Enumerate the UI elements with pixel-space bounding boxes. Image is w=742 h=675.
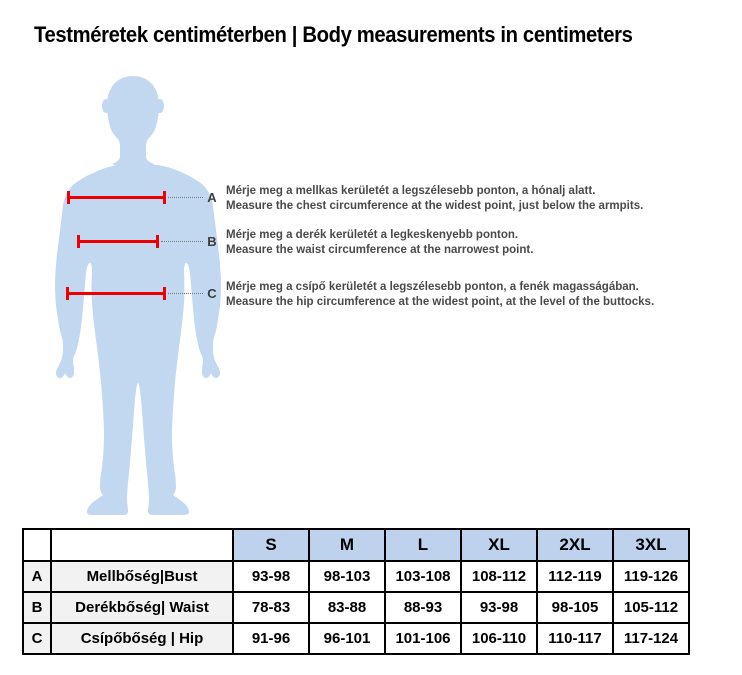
measure-text-b-hu: Mérje meg a derék kerületét a legkeskeny… (226, 229, 519, 241)
measure-line-c (68, 292, 165, 295)
row-letter-c: C (22, 622, 52, 655)
cell-waist-l: 88-93 (384, 591, 462, 624)
measure-text-c-hu: Mérje meg a csípő kerületét a legszélese… (226, 281, 639, 293)
cell-waist-xl: 93-98 (460, 591, 538, 624)
cell-bust-m: 98-103 (308, 560, 386, 593)
row-label-bust: Mellbőség|Bust (50, 560, 234, 593)
cell-hip-s: 91-96 (232, 622, 310, 655)
measure-text-c: Mérje meg a csípő kerületét a legszélese… (226, 280, 654, 310)
measurement-diagram: A Mérje meg a mellkas kerületét a legszé… (0, 60, 742, 530)
row-letter-a: A (22, 560, 52, 593)
size-chart-table: S M L XL 2XL 3XL A Mellbőség|Bust 93-98 … (22, 528, 690, 655)
measure-text-a: Mérje meg a mellkas kerületét a legszéle… (226, 184, 643, 214)
header-spacer-label (50, 528, 234, 562)
cell-waist-3xl: 105-112 (612, 591, 690, 624)
cell-bust-3xl: 119-126 (612, 560, 690, 593)
column-header-l: L (384, 528, 462, 562)
measure-text-c-en: Measure the hip circumference at the wid… (226, 296, 655, 308)
table-row: C Csípőbőség | Hip 91-96 96-101 101-106 … (22, 622, 690, 655)
measure-cap-b-left (77, 235, 80, 248)
measure-cap-b-right (156, 235, 159, 248)
cell-hip-xl: 106-110 (460, 622, 538, 655)
cell-hip-2xl: 110-117 (536, 622, 614, 655)
cell-bust-s: 93-98 (232, 560, 310, 593)
row-label-hip: Csípőbőség | Hip (50, 622, 234, 655)
measure-letter-b: B (207, 234, 217, 249)
cell-bust-2xl: 112-119 (536, 560, 614, 593)
male-body-silhouette-icon (55, 76, 221, 515)
column-header-3xl: 3XL (612, 528, 690, 562)
measure-cap-a-right (163, 191, 166, 204)
measure-cap-c-right (163, 287, 166, 300)
column-header-2xl: 2XL (536, 528, 614, 562)
row-label-waist: Derékbőség| Waist (50, 591, 234, 624)
cell-hip-l: 101-106 (384, 622, 462, 655)
row-letter-b: B (22, 591, 52, 624)
leader-line-a (168, 197, 203, 198)
table-row: A Mellbőség|Bust 93-98 98-103 103-108 10… (22, 560, 690, 593)
measure-text-a-en: Measure the chest circumference at the w… (226, 200, 644, 212)
cell-bust-l: 103-108 (384, 560, 462, 593)
measure-text-b: Mérje meg a derék kerületét a legkeskeny… (226, 228, 533, 258)
measure-letter-a: A (207, 190, 217, 205)
measure-text-a-hu: Mérje meg a mellkas kerületét a legszéle… (226, 185, 596, 197)
table-row: B Derékbőség| Waist 78-83 83-88 88-93 93… (22, 591, 690, 624)
cell-waist-m: 83-88 (308, 591, 386, 624)
measure-cap-c-left (66, 287, 69, 300)
measure-line-a (69, 196, 165, 199)
measure-letter-c: C (207, 286, 217, 301)
cell-bust-xl: 108-112 (460, 560, 538, 593)
page-title: Testméretek centiméterben | Body measure… (34, 22, 633, 47)
table-header-row: S M L XL 2XL 3XL (22, 528, 690, 562)
column-header-xl: XL (460, 528, 538, 562)
measure-text-b-en: Measure the waist circumference at the n… (226, 244, 534, 256)
header-spacer-letter (22, 528, 52, 562)
cell-waist-s: 78-83 (232, 591, 310, 624)
column-header-m: M (308, 528, 386, 562)
cell-waist-2xl: 98-105 (536, 591, 614, 624)
leader-line-c (168, 293, 203, 294)
cell-hip-3xl: 117-124 (612, 622, 690, 655)
column-header-s: S (232, 528, 310, 562)
leader-line-b (161, 241, 203, 242)
cell-hip-m: 96-101 (308, 622, 386, 655)
measure-cap-a-left (67, 191, 70, 204)
measure-line-b (79, 240, 158, 243)
